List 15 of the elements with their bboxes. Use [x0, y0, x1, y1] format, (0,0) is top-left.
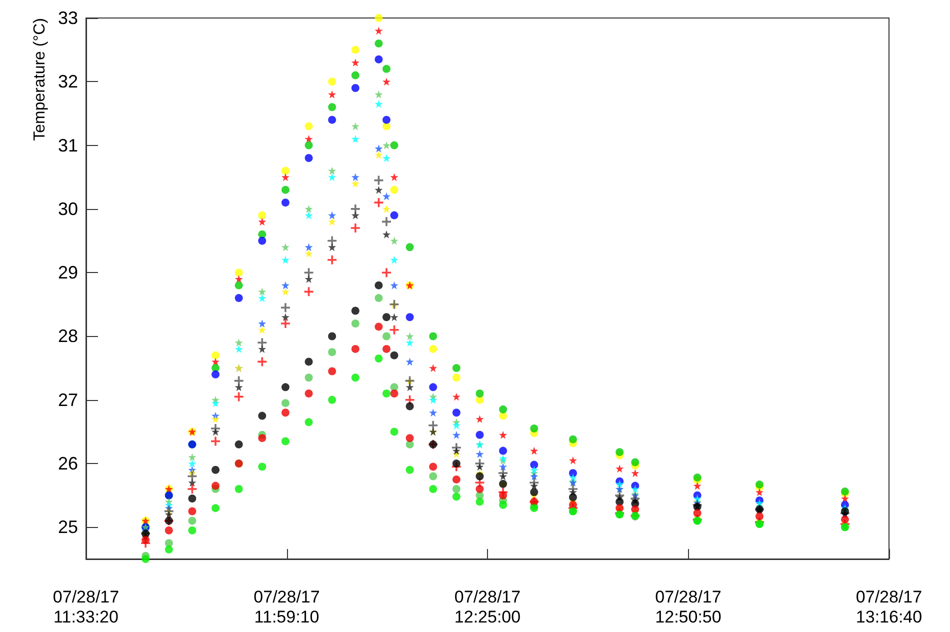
x-tick-label: 07/28/17 11:33:20	[52, 588, 120, 626]
y-tick-label: 29	[58, 262, 78, 283]
y-tick-label: 28	[58, 326, 78, 346]
x-tick-label: 07/28/17 13:16:40	[856, 588, 922, 626]
x-tick-label: 07/28/17 12:25:00	[454, 588, 521, 626]
y-tick-label: 32	[58, 72, 78, 92]
y-tick-label: 30	[58, 198, 78, 219]
y-tick-label: 26	[58, 454, 78, 474]
y-tick-label: 25	[58, 517, 78, 538]
y-axis-title: Temperature (°C)	[32, 18, 48, 141]
y-tick-label: 33	[58, 8, 78, 28]
x-tick-label: 07/28/17 11:59:10	[254, 588, 320, 626]
y-tick-label: 31	[58, 135, 78, 156]
y-tick-label: 27	[58, 390, 78, 410]
x-tick-label: 07/28/17 12:50:50	[655, 588, 722, 626]
